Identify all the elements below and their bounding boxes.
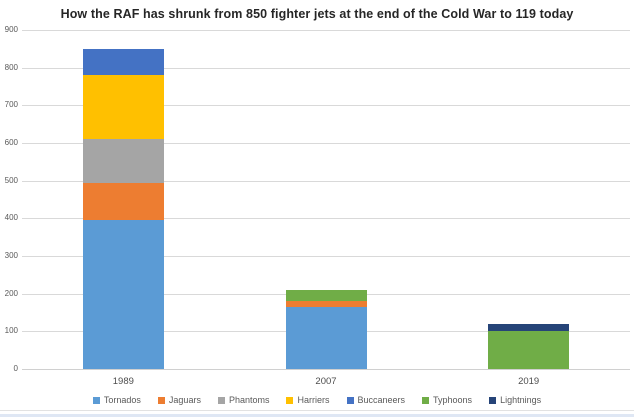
legend-label: Tornados <box>103 395 141 405</box>
x-axis-line <box>22 369 630 370</box>
legend-item-typhoons: Typhoons <box>422 395 472 405</box>
y-tick-label-500: 500 <box>4 175 18 185</box>
bar-segment-jaguars-1989 <box>82 182 164 221</box>
bar-segment-typhoons-2007 <box>285 289 367 302</box>
legend-label: Lightnings <box>500 395 542 405</box>
x-category-label-2019: 2019 <box>518 376 540 387</box>
legend-swatch-icon <box>489 396 497 404</box>
bar-segment-typhoons-2019 <box>488 330 570 369</box>
bar-segment-phantoms-1989 <box>82 139 164 183</box>
legend-label: Jaguars <box>168 395 201 405</box>
legend-swatch-icon <box>422 396 430 404</box>
bar-segment-tornados-2007 <box>285 306 367 369</box>
gridline-900 <box>22 30 630 31</box>
legend-item-jaguars: Jaguars <box>157 395 201 405</box>
y-tick-label-400: 400 <box>4 213 18 223</box>
chart-bottom-border <box>0 410 634 411</box>
legend-item-harriers: Harriers <box>286 395 330 405</box>
legend-swatch-icon <box>157 396 165 404</box>
y-tick-label-900: 900 <box>4 25 18 34</box>
bar-segment-tornados-1989 <box>82 220 164 369</box>
gridline-400 <box>22 218 630 220</box>
chart-legend: Tornados Jaguars Phantoms Harriers Buccaneer… <box>0 395 634 405</box>
y-tick-label-600: 600 <box>4 138 18 147</box>
legend-label: Buccaneers <box>357 395 406 405</box>
y-tick-label-100: 100 <box>4 326 18 336</box>
bar-segment-jaguars-2007 <box>285 301 367 307</box>
legend-item-phantoms: Phantoms <box>217 395 270 405</box>
page-background-strip <box>0 414 634 417</box>
chart-title: How the RAF has shrunk from 850 fighter … <box>60 7 574 21</box>
gridline-300 <box>22 256 630 257</box>
legend-item-buccaneers: Buccaneers <box>346 395 406 405</box>
bar-segment-harriers-1989 <box>82 75 164 140</box>
legend-swatch-icon <box>92 396 100 404</box>
legend-label: Phantoms <box>228 395 270 405</box>
legend-label: Typhoons <box>433 395 473 405</box>
legend-swatch-icon <box>217 396 225 404</box>
y-tick-label-200: 200 <box>4 288 18 298</box>
legend-item-tornados: Tornados <box>92 395 141 405</box>
y-tick-label-0: 0 <box>13 364 18 373</box>
x-category-label-2007: 2007 <box>315 376 337 387</box>
bar-segment-buccaneers-1989 <box>82 48 164 76</box>
gridline-500 <box>22 180 630 182</box>
gridline-700 <box>22 105 630 107</box>
legend-label: Harriers <box>297 395 330 405</box>
bar-segment-lightnings-2019 <box>488 324 570 331</box>
x-category-label-1989: 1989 <box>112 376 134 387</box>
gridline-600 <box>22 143 630 144</box>
legend-item-lightnings: Lightnings <box>489 395 541 405</box>
legend-swatch-icon <box>346 396 354 404</box>
gridline-800 <box>22 67 630 69</box>
y-tick-label-700: 700 <box>4 100 18 110</box>
legend-swatch-icon <box>286 396 294 404</box>
y-tick-label-300: 300 <box>4 251 18 260</box>
y-tick-label-800: 800 <box>4 62 18 72</box>
